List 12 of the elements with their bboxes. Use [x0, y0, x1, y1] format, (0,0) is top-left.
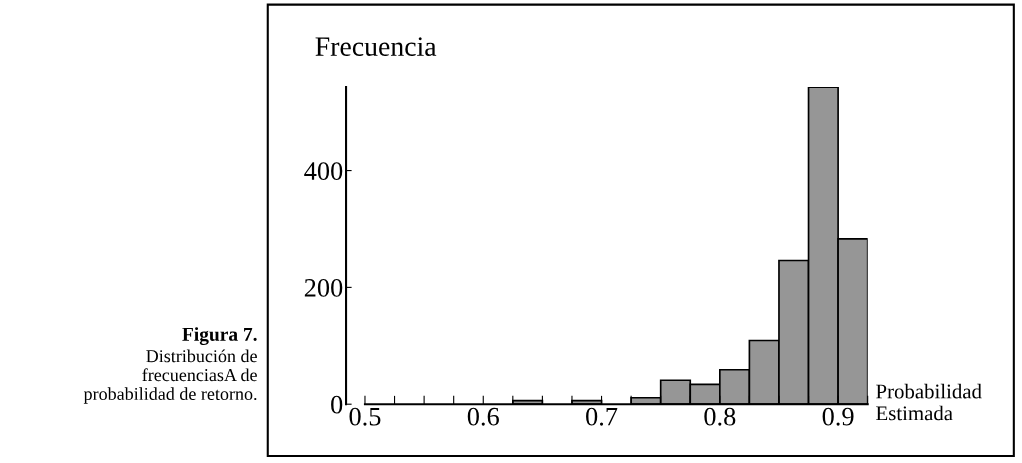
x-axis-title: Probabilidad Estimada [876, 383, 982, 421]
x-tick-label: 0.6 [467, 407, 499, 426]
x-tick-label: 0.5 [349, 407, 381, 426]
y-tick-label: 0 [331, 395, 343, 414]
y-axis-title: Frecuencia [315, 37, 437, 56]
x-tick-label: 0.8 [704, 407, 736, 426]
text: Distribución de frecuenciasA de probabilidad de retorno. [83, 349, 257, 404]
x-tick-label: 0.7 [586, 407, 618, 426]
text: Figura 7. [182, 327, 257, 345]
y-tick-label: 400 [304, 162, 343, 180]
x-tick-label: 0.9 [822, 407, 854, 426]
y-tick-label: 200 [304, 278, 343, 297]
